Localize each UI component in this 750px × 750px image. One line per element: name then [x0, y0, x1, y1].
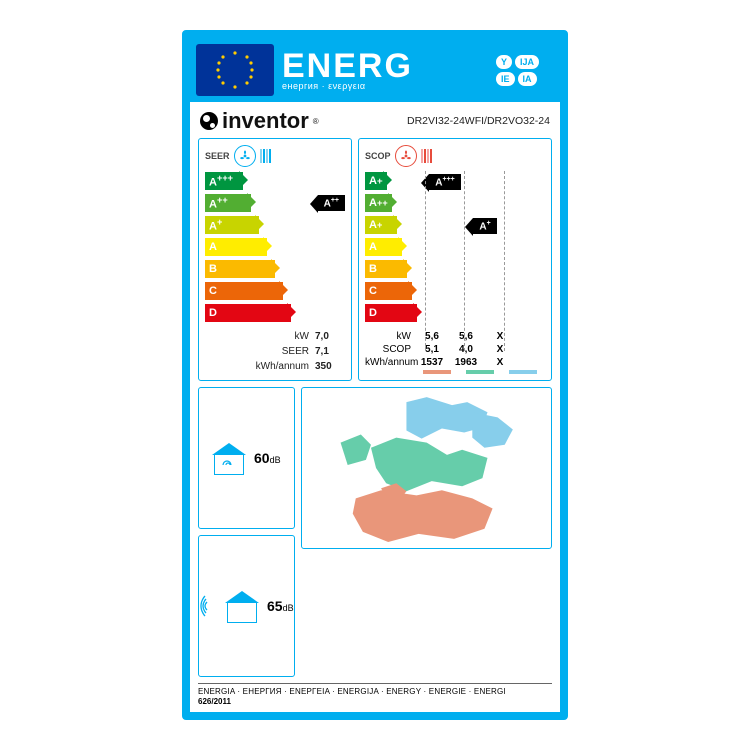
seer-specs: kW7,0 SEER7,1 kWh/annum350 — [205, 329, 345, 374]
eu-flag — [196, 44, 274, 96]
outdoor-house-icon — [225, 591, 259, 621]
heat-waves-icon — [421, 149, 432, 163]
brand-logo: inventor® — [200, 108, 319, 134]
outdoor-noise: 65dB — [198, 535, 295, 677]
seer-panel: SEER A+++A++A++A+ABCD kW7,0 SEER7,1 kWh/… — [198, 138, 352, 381]
zone-swatches — [365, 370, 545, 374]
brand-icon — [200, 112, 218, 130]
footer: ENERGIA · ЕНЕРГИЯ · ΕΝΕΡΓΕΙΑ · ENERGIJA … — [190, 684, 560, 712]
scop-class-scale: A+++A++A+ABCD A+++ A+ — [365, 171, 545, 325]
indoor-house-icon — [212, 443, 246, 473]
energy-word: ENERG енергия · ενεργεια — [282, 49, 488, 91]
energy-label: ENERG енергия · ενεργεια Y IJA IE IA inv… — [182, 30, 568, 720]
seer-class-scale: A+++A++A++A+ABCD — [205, 171, 345, 323]
scop-panel: SCOP A+++A++A+ABCD A+++ A+ kW5,65,6X S — [358, 138, 552, 381]
sound-waves-icon — [199, 592, 217, 620]
header: ENERG енергия · ενεργεια Y IJA IE IA — [190, 38, 560, 102]
scop-specs: kW5,65,6X SCOP5,14,0X kWh/annum15371963X — [365, 331, 545, 368]
heating-icon — [395, 145, 417, 167]
cool-waves-icon — [260, 149, 271, 163]
climate-zone-map — [301, 387, 552, 549]
model-number: DR2VI32-24WFI/DR2VO32-24 — [407, 115, 550, 127]
header-codes: Y IJA IE IA — [496, 55, 554, 86]
seer-title: SEER — [205, 151, 230, 161]
indoor-noise: 60dB — [198, 387, 295, 529]
cooling-icon — [234, 145, 256, 167]
brand-row: inventor® DR2VI32-24WFI/DR2VO32-24 — [190, 102, 560, 138]
scop-title: SCOP — [365, 151, 391, 161]
